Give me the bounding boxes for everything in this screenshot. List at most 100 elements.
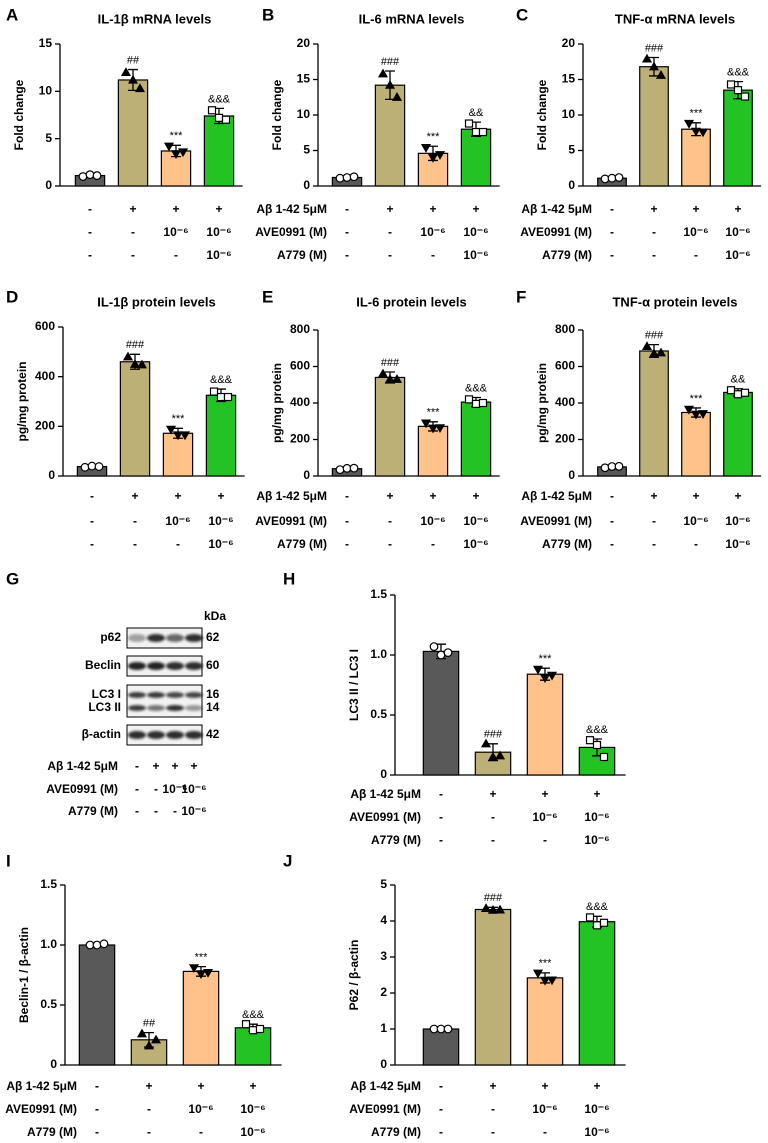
treatment-cell: - (154, 782, 158, 796)
y-tick-label: 1 (380, 1021, 387, 1035)
treatment-cell: - (439, 1102, 443, 1116)
band (166, 731, 184, 739)
data-point (391, 374, 403, 383)
data-point (122, 351, 134, 361)
treatment-cell: 10⁻⁶ (208, 514, 233, 528)
treatment-cell: - (133, 537, 137, 551)
treatment-cell: 10⁻⁶ (463, 248, 488, 262)
bar (460, 401, 492, 477)
bar (474, 908, 512, 1066)
panel-letter: F (516, 287, 526, 306)
band-kda: 62 (206, 630, 220, 644)
significance-label: ## (127, 54, 140, 66)
chart-title: IL-1β mRNA levels (98, 11, 212, 26)
y-tick-label: 0.5 (40, 997, 57, 1011)
significance-label: *** (170, 130, 184, 142)
band (185, 692, 203, 698)
treatment-cell: 10⁻⁶ (240, 1102, 265, 1116)
data-point (384, 374, 396, 383)
treatment-cell: - (543, 833, 547, 847)
data-point (377, 68, 389, 78)
treatment-cell: - (133, 514, 137, 528)
treatment-cell: - (174, 248, 178, 262)
treatment-label: A779 (M) (542, 537, 592, 551)
treatment-cell: + (734, 489, 741, 503)
band-kda: 42 (206, 727, 220, 741)
treatment-cell: - (388, 248, 392, 262)
data-point (248, 1026, 258, 1035)
treatment-cell: - (345, 514, 349, 528)
y-tick-label: 20 (562, 36, 576, 50)
treatment-cell: + (489, 1079, 496, 1093)
data-point (143, 1040, 155, 1050)
data-point (420, 419, 432, 429)
treatment-label: Aβ 1-42 5μM (6, 1079, 77, 1093)
treatment-label: AVE0991 (M) (349, 1102, 421, 1116)
data-point (134, 83, 146, 93)
data-point (614, 461, 624, 471)
treatment-cell: - (345, 202, 349, 216)
data-point (434, 151, 446, 160)
data-point (599, 918, 609, 927)
significance-label: ### (645, 42, 664, 54)
y-axis-title: pg/mg protein (15, 362, 29, 442)
data-point (471, 127, 481, 137)
band-kda: 16 (206, 687, 220, 701)
data-point (464, 119, 474, 128)
blot-box (126, 684, 203, 718)
data-point (546, 976, 558, 986)
treatment-cell: 10⁻⁶ (163, 225, 188, 239)
band (185, 662, 203, 670)
data-point (480, 903, 492, 912)
panel-letter: D (6, 287, 18, 306)
significance-label: *** (195, 952, 209, 964)
treatment-label: A779 (M) (371, 833, 421, 847)
treatment-cell: 10⁻⁶ (725, 514, 750, 528)
data-point (614, 173, 624, 182)
band-kda: 60 (206, 658, 220, 672)
data-point (120, 67, 132, 76)
data-point (600, 463, 610, 473)
unit-label: kDa (204, 609, 226, 623)
bar (578, 921, 616, 1066)
panel-letter: G (6, 569, 19, 588)
treatment-cell: - (610, 225, 614, 239)
data-point (223, 392, 233, 402)
chart-title: IL-1β protein levels (97, 294, 215, 309)
treatment-cell: + (650, 489, 657, 503)
treatment-cell: + (197, 1079, 204, 1093)
y-tick-label: 0 (380, 767, 387, 781)
data-point (94, 462, 104, 471)
data-point (740, 388, 750, 397)
data-point (487, 904, 499, 914)
treatment-cell: - (491, 1125, 495, 1139)
treatment-cell: - (543, 1125, 547, 1139)
treatment-cell: 10⁻⁶ (463, 537, 488, 551)
significance-label: && (469, 107, 484, 119)
band (128, 634, 146, 642)
bar (203, 115, 235, 187)
treatment-label: AVE0991 (M) (255, 514, 327, 528)
treatment-cell: - (173, 804, 177, 818)
bar (681, 411, 711, 477)
data-point (136, 359, 148, 369)
treatment-cell: + (541, 787, 548, 801)
treatment-cell: - (439, 1079, 443, 1093)
bar (78, 944, 116, 1066)
treatment-label: A779 (M) (371, 1125, 421, 1139)
treatment-label: A779 (M) (542, 248, 592, 262)
treatment-cell: - (431, 537, 435, 551)
significance-label: *** (539, 958, 553, 970)
bar (460, 128, 492, 187)
y-tick-label: 600 (555, 359, 575, 373)
y-tick-label: 200 (555, 432, 575, 446)
significance-label: ### (484, 729, 503, 741)
data-point (585, 736, 595, 745)
treatment-cell: - (439, 1125, 443, 1139)
treatment-label: AVE0991 (M) (5, 1102, 77, 1116)
treatment-cell: - (90, 537, 94, 551)
y-tick-label: 0 (45, 178, 52, 192)
treatment-label: Aβ 1-42 5μM (521, 202, 592, 216)
data-point (427, 424, 439, 434)
y-tick-label: 600 (35, 319, 55, 333)
